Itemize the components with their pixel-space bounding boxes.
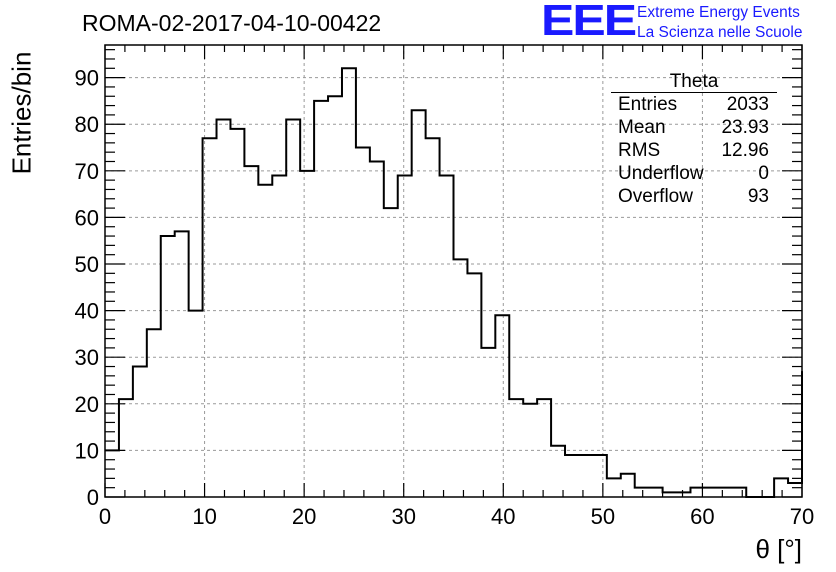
stats-row: RMS 12.96 — [610, 139, 777, 162]
stats-rows: Entries 2033 Mean 23.93 RMS 12.96 Underflow 0 Ov… — [610, 93, 777, 208]
stats-row-value: 2033 — [726, 94, 769, 115]
y-tick-label: 80 — [75, 112, 99, 137]
tick-labels: 0 10 20 30 40 50 60 70 0 10 20 30 40 50 60 70 80 90 — [75, 66, 815, 529]
y-tick-label: 60 — [75, 205, 99, 230]
y-tick-label: 20 — [75, 392, 99, 417]
y-tick-label: 30 — [75, 345, 99, 370]
x-tick-label: 40 — [491, 504, 515, 529]
axis-ticks — [104, 45, 803, 498]
x-tick-label: 20 — [292, 504, 316, 529]
y-tick-label: 70 — [75, 159, 99, 184]
stats-row: Entries 2033 — [610, 93, 777, 116]
plot-frame — [104, 44, 803, 498]
eee-logo-text: Extreme Energy Events La Scienza nelle S… — [637, 3, 802, 43]
stats-row-label: Underflow — [618, 163, 704, 184]
x-tick-label: 50 — [591, 504, 615, 529]
x-tick-label: 0 — [99, 504, 111, 529]
x-tick-label: 10 — [192, 504, 216, 529]
stats-row: Underflow 0 — [610, 162, 777, 185]
logo-line-1: Extreme Energy Events — [637, 4, 800, 21]
stats-row-value: 12.96 — [721, 140, 769, 161]
stats-row-label: RMS — [618, 140, 661, 161]
stats-row-value: 0 — [758, 163, 769, 184]
x-tick-label: 30 — [391, 504, 415, 529]
stats-row-label: Overflow — [618, 186, 693, 207]
logo-line-2: La Scienza nelle Scuole — [637, 24, 803, 41]
grid-lines — [105, 45, 802, 497]
y-tick-label: 90 — [75, 66, 99, 91]
y-axis-label: Entries/bin — [6, 51, 37, 175]
stats-row-value: 23.93 — [721, 117, 769, 138]
y-tick-label: 10 — [75, 438, 99, 463]
stats-row-label: Entries — [618, 94, 678, 115]
x-axis-label: θ [°] — [755, 534, 802, 564]
stats-row-value: 93 — [747, 186, 769, 207]
histogram-outline — [105, 67, 803, 498]
stats-title: Theta — [611, 72, 777, 93]
plot-title: ROMA-02-2017-04-10-00422 — [82, 10, 382, 36]
stats-box: Theta Entries 2033 Mean 23.93 RMS 12.96 Underf… — [610, 72, 777, 208]
y-tick-label: 0 — [87, 485, 99, 510]
y-tick-label: 50 — [75, 252, 99, 277]
eee-logo: EEE — [541, 0, 637, 45]
stats-row: Mean 23.93 — [610, 116, 777, 139]
x-tick-label: 70 — [790, 504, 814, 529]
stats-row: Overflow 93 — [610, 185, 777, 208]
x-tick-label: 60 — [690, 504, 714, 529]
y-tick-label: 40 — [75, 299, 99, 324]
stats-row-label: Mean — [618, 117, 666, 138]
